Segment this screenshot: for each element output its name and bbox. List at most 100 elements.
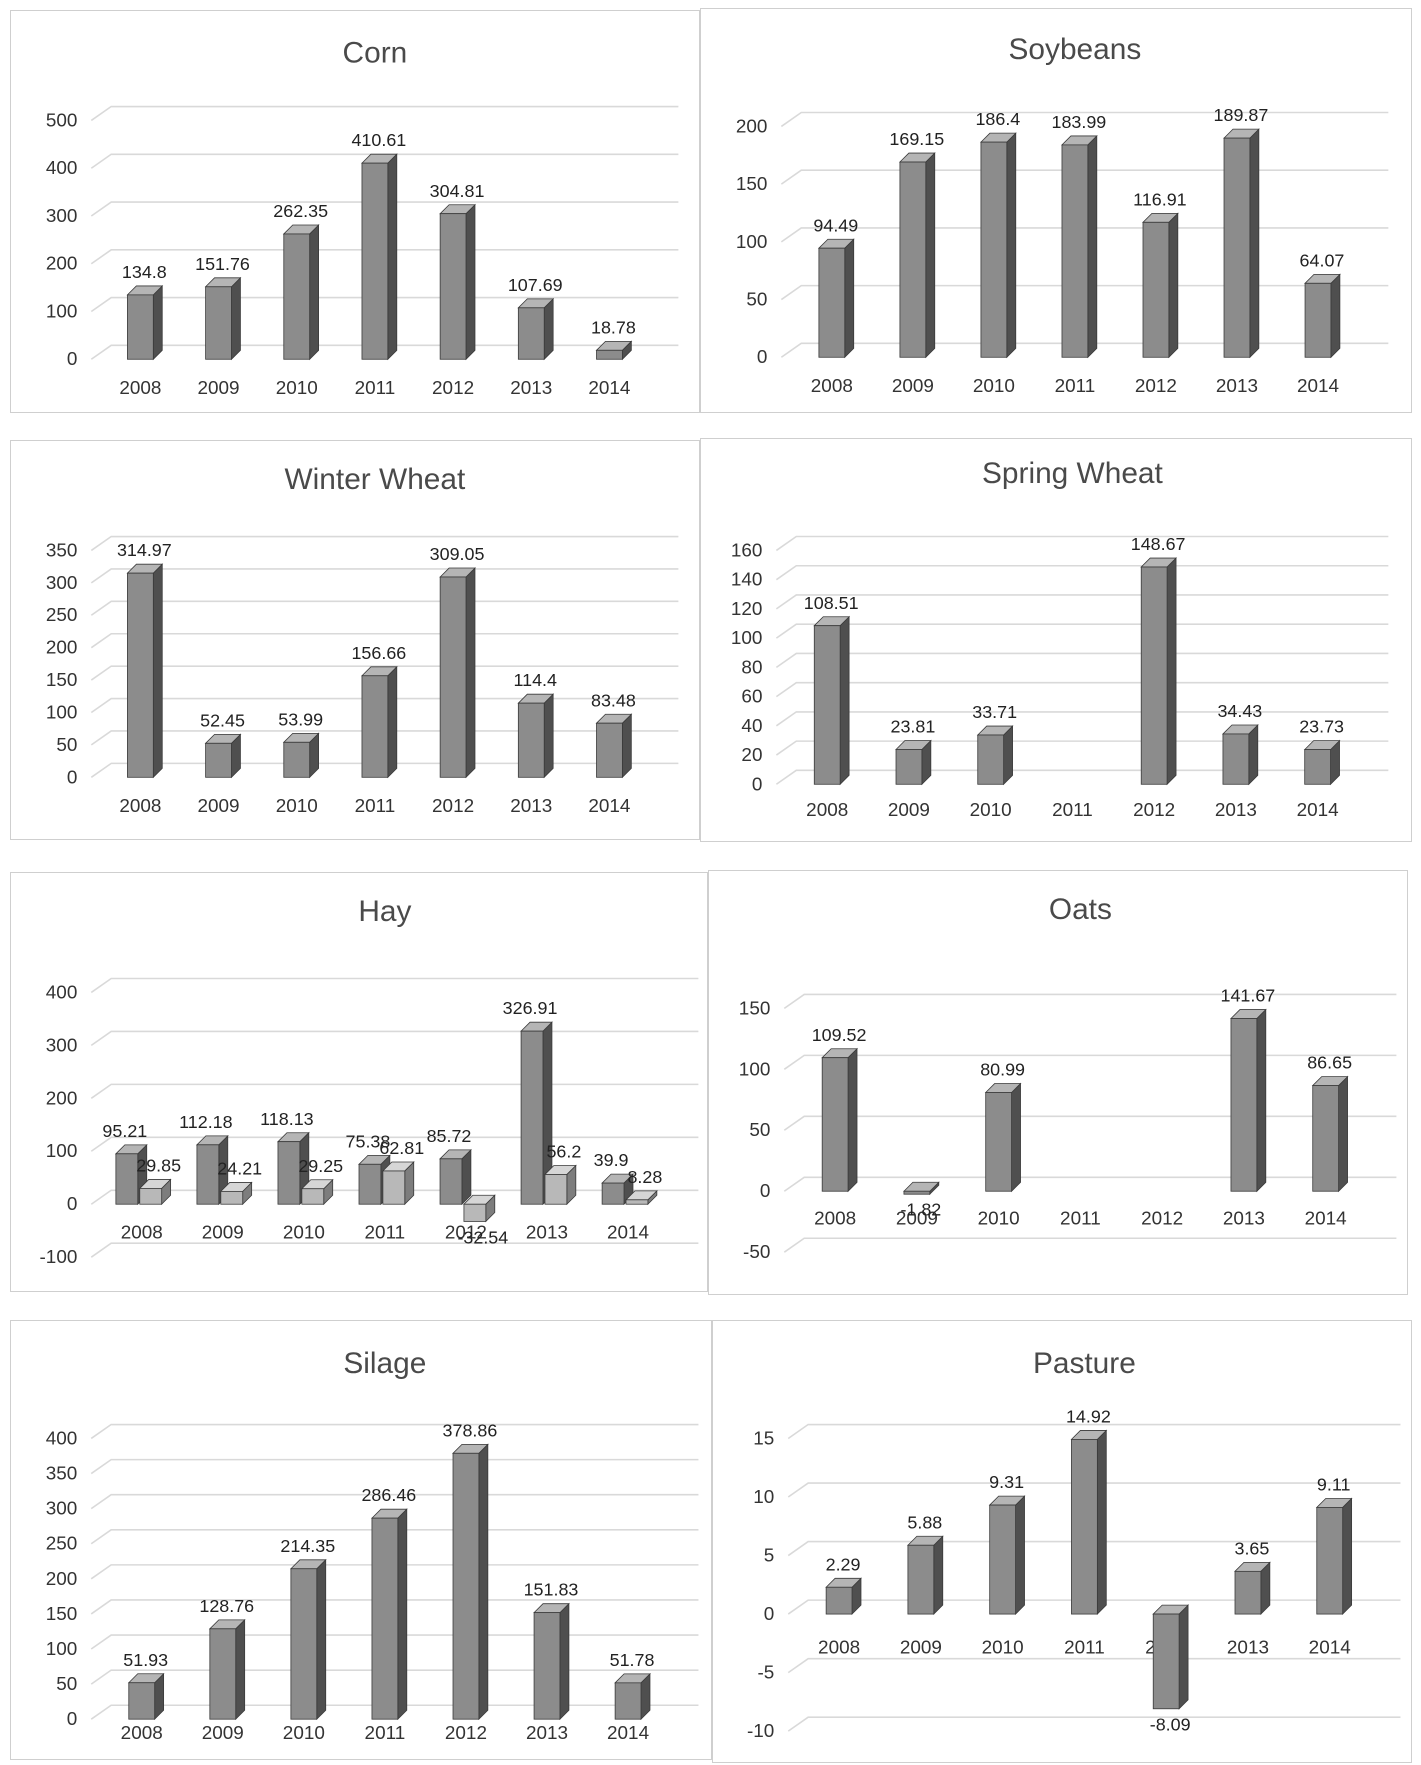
- gridline: [783, 1237, 1397, 1253]
- data-label: 151.83: [524, 1580, 579, 1600]
- data-label: 109.52: [812, 1025, 867, 1045]
- bar-hay-2010-s2: [300, 1178, 334, 1206]
- data-label: 23.81: [891, 717, 936, 737]
- data-label: 34.43: [1217, 701, 1262, 721]
- gridline: [90, 1458, 699, 1475]
- bar-soybeans-2013: [1223, 128, 1260, 359]
- y-tick-label: 10: [753, 1487, 774, 1508]
- data-label: 214.35: [280, 1536, 335, 1556]
- data-label: 86.65: [1307, 1053, 1352, 1073]
- bar-silage-2011: [370, 1508, 408, 1721]
- x-tick-label: 2010: [970, 800, 1012, 821]
- y-tick-label: -10: [747, 1721, 774, 1742]
- y-tick-label: -50: [743, 1242, 770, 1263]
- data-label: 314.97: [117, 540, 172, 560]
- y-tick-label: 350: [46, 1464, 78, 1485]
- y-tick-label: 0: [67, 349, 78, 370]
- gridline: [90, 1083, 699, 1099]
- gridline: [90, 153, 679, 169]
- x-tick-label: 2014: [588, 378, 630, 399]
- chart-corn: Corn 0 100 200 300 400 500 2008 134.8 2009 151.76 2…: [46, 37, 679, 399]
- data-label: 114.4: [513, 670, 557, 690]
- data-label: 18.78: [591, 317, 636, 337]
- chart-title-silage: Silage: [343, 1347, 426, 1380]
- x-tick-label: 2010: [978, 1208, 1020, 1229]
- bar-corn-2008: [126, 284, 164, 361]
- bar-oats-2014: [1311, 1075, 1349, 1193]
- chart-panel-silage: Silage 0 50 100 150 200 250 300 350 400 2008 51.93 2…: [10, 1320, 712, 1760]
- bar-winter-wheat-2011: [361, 665, 398, 779]
- bar-winter-wheat-2014: [595, 713, 633, 779]
- data-label: 95.21: [102, 1121, 147, 1141]
- bar-hay-2008-s2: [138, 1178, 172, 1206]
- y-tick-label: 300: [46, 573, 78, 594]
- y-tick-label: 120: [731, 599, 763, 620]
- gridline: [775, 711, 1389, 727]
- y-tick-label: 300: [46, 1035, 78, 1056]
- gridline: [90, 600, 679, 616]
- gridline: [90, 201, 679, 217]
- data-label: 189.87: [1214, 105, 1269, 125]
- x-tick-label: 2014: [1305, 1208, 1347, 1229]
- gridline: [780, 227, 1389, 243]
- gridline: [90, 1669, 699, 1685]
- data-label: 5.88: [907, 1512, 942, 1532]
- chart-title-pasture: Pasture: [1033, 1347, 1136, 1380]
- y-tick-label: 500: [46, 110, 78, 131]
- gridline: [90, 665, 679, 681]
- gridline: [90, 697, 679, 714]
- x-tick-label: 2014: [607, 1723, 649, 1744]
- x-tick-label: 2013: [1216, 376, 1258, 397]
- gridline: [775, 623, 1389, 639]
- x-tick-label: 2009: [892, 376, 934, 397]
- bar-soybeans-2014: [1304, 273, 1341, 359]
- chart-silage: Silage 0 50 100 150 200 250 300 350 400 2008 51.93 2…: [46, 1347, 699, 1744]
- chart-panel-pasture: Pasture -10 -5 0 5 10 15 2008 2.29 2009 5.88 2010 9.…: [712, 1320, 1412, 1763]
- x-tick-label: 2014: [607, 1222, 649, 1243]
- bar-pasture-2011: [1070, 1429, 1108, 1616]
- data-label: 8.28: [627, 1167, 662, 1187]
- gridline: [90, 1242, 699, 1258]
- x-tick-label: 2011: [355, 796, 396, 817]
- x-tick-label: 2008: [806, 800, 848, 821]
- gridline: [90, 1599, 699, 1615]
- y-tick-label: 400: [46, 1428, 78, 1449]
- bar-pasture-2008: [825, 1577, 862, 1616]
- data-label: 156.66: [351, 643, 406, 663]
- bar-winter-wheat-2012: [439, 567, 476, 779]
- x-tick-label: 2010: [283, 1723, 325, 1744]
- y-tick-label: 50: [56, 1674, 77, 1695]
- y-tick-label: 100: [46, 702, 78, 723]
- chart-title-spring-wheat: Spring Wheat: [982, 457, 1164, 490]
- gridline: [90, 1493, 699, 1510]
- data-label: 33.71: [972, 702, 1017, 722]
- gridline: [90, 1529, 699, 1545]
- x-tick-label: 2009: [198, 378, 240, 399]
- bar-silage-2009: [208, 1618, 246, 1721]
- gridline: [783, 1115, 1397, 1131]
- data-label: 107.69: [508, 275, 563, 295]
- bar-spring-wheat-2013: [1221, 724, 1259, 786]
- bar-hay-2009-s2: [219, 1181, 253, 1206]
- x-tick-label: 2012: [1135, 376, 1177, 397]
- gridline: [90, 1423, 699, 1440]
- y-tick-label: 5: [764, 1546, 775, 1567]
- gridline: [90, 1704, 699, 1720]
- data-label: 75.38: [346, 1131, 391, 1151]
- gridline: [783, 993, 1397, 1010]
- gridline: [775, 535, 1389, 552]
- data-label: 183.99: [1051, 112, 1106, 132]
- chart-soybeans: Soybeans 0 50 100 150 200 2008 94.49 2009 169.15 2…: [736, 33, 1389, 397]
- x-tick-label: 2009: [202, 1723, 244, 1744]
- y-tick-label: 250: [46, 1534, 78, 1555]
- y-tick-label: 50: [746, 290, 767, 311]
- chart-panel-winter-wheat: Winter Wheat 0 50 100 150 200 250 300 350 2008 314…: [10, 440, 700, 840]
- gridline: [787, 1423, 1401, 1440]
- gridline: [90, 535, 679, 552]
- bar-corn-2012: [439, 203, 476, 361]
- gridline: [775, 652, 1389, 669]
- data-label: 39.9: [594, 1150, 629, 1170]
- bar-spring-wheat-2014: [1303, 739, 1341, 786]
- y-tick-label: 40: [741, 716, 762, 737]
- x-tick-label: 2013: [510, 796, 552, 817]
